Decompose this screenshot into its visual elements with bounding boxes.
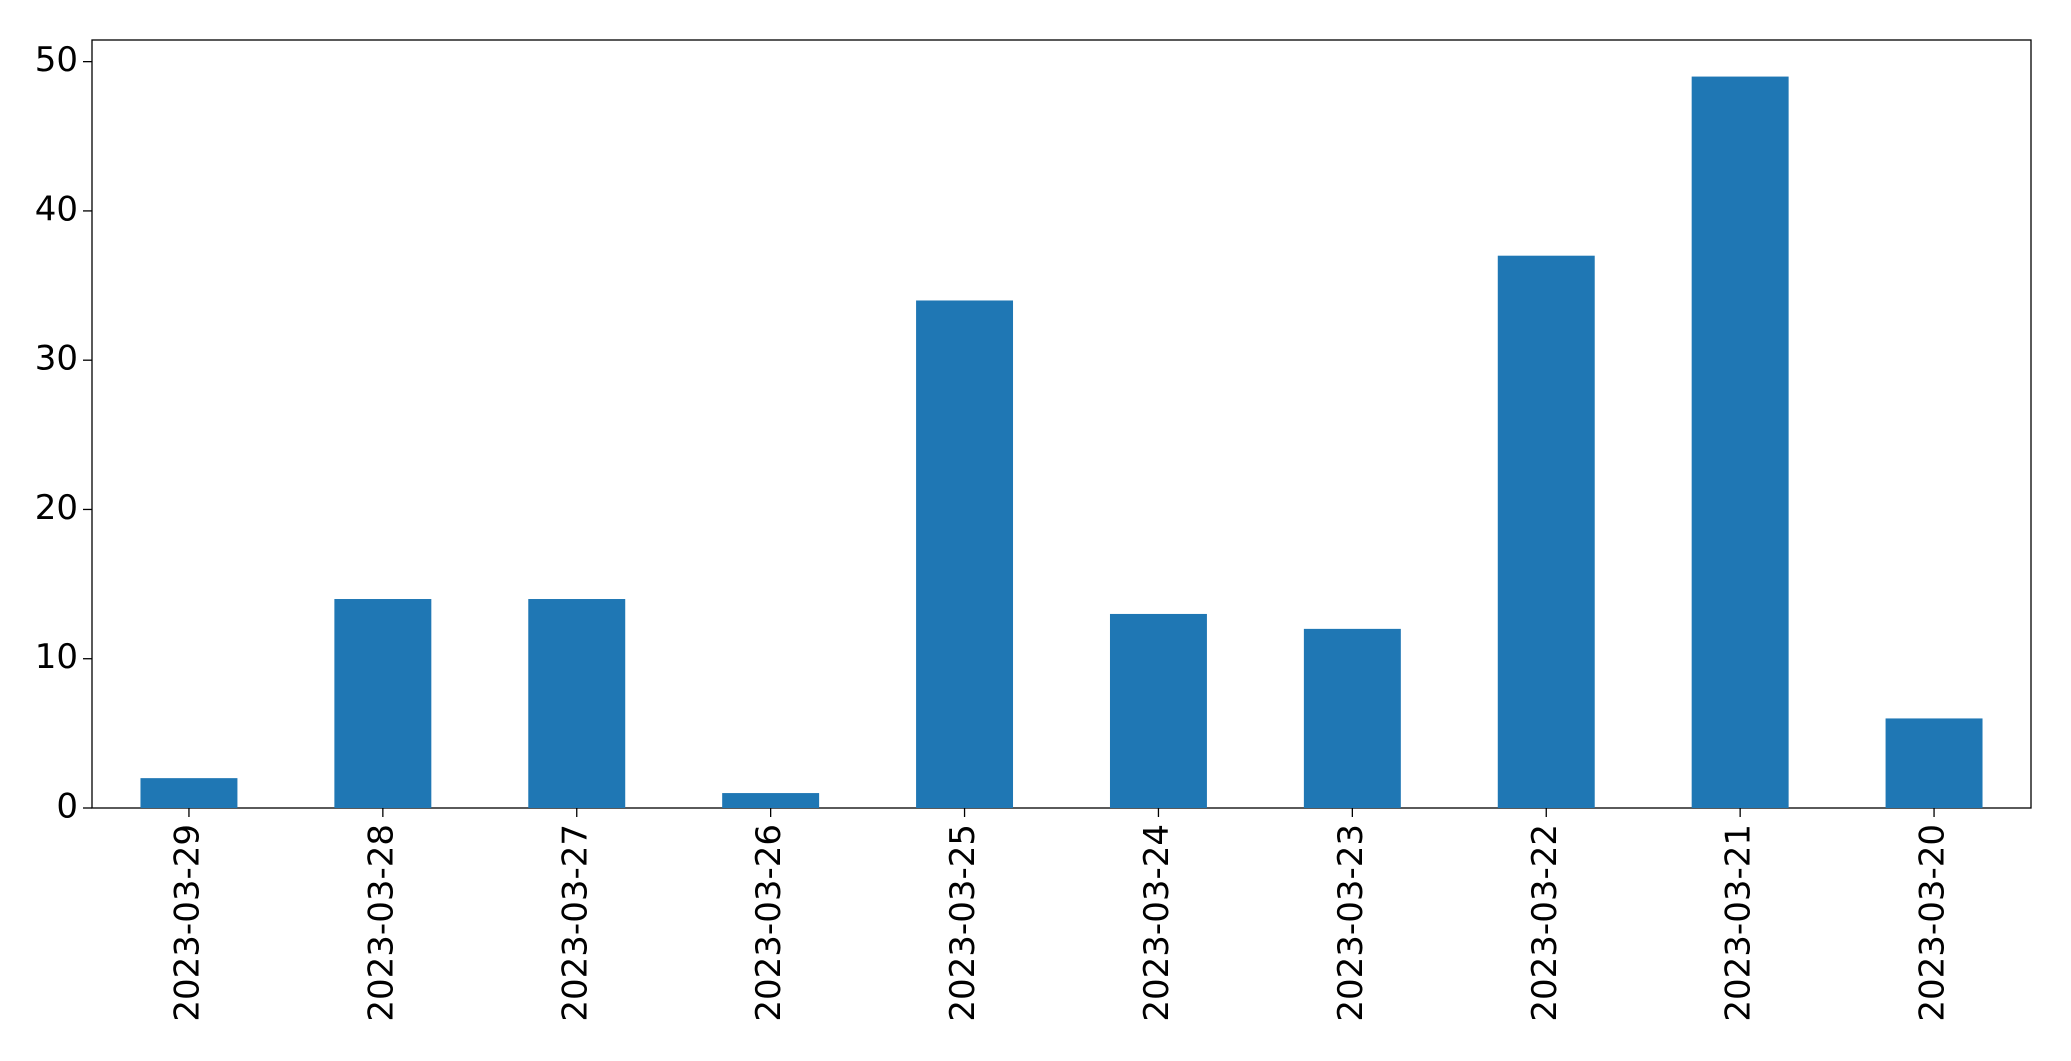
bar — [528, 599, 626, 808]
plot-frame — [91, 39, 2032, 809]
bar — [1497, 255, 1595, 809]
y-tick-label: 10 — [35, 637, 78, 677]
bar — [1303, 628, 1401, 808]
x-tick-label: 2023-03-27 — [555, 824, 595, 1022]
x-tick-label: 2023-03-23 — [1331, 824, 1371, 1022]
y-tick-label: 20 — [35, 488, 78, 528]
x-tick-label: 2023-03-24 — [1137, 824, 1177, 1022]
bar — [140, 778, 238, 808]
x-tick-label: 2023-03-20 — [1913, 824, 1953, 1022]
x-tick-label: 2023-03-22 — [1525, 824, 1565, 1022]
y-tick-label: 0 — [56, 787, 78, 827]
bar — [916, 300, 1014, 808]
y-tick-label: 30 — [35, 339, 78, 379]
x-tick-label: 2023-03-26 — [749, 824, 789, 1022]
x-tick-label: 2023-03-21 — [1719, 824, 1759, 1022]
bar — [1691, 76, 1789, 809]
x-tick-label: 2023-03-29 — [167, 824, 207, 1022]
y-tick-label: 40 — [35, 189, 78, 229]
x-tick-label: 2023-03-28 — [361, 824, 401, 1022]
bar — [722, 793, 820, 808]
bar — [334, 599, 432, 808]
bar — [1109, 613, 1207, 808]
y-tick-label: 50 — [35, 40, 78, 80]
x-tick-label: 2023-03-25 — [943, 824, 983, 1022]
bar — [1885, 718, 1983, 808]
